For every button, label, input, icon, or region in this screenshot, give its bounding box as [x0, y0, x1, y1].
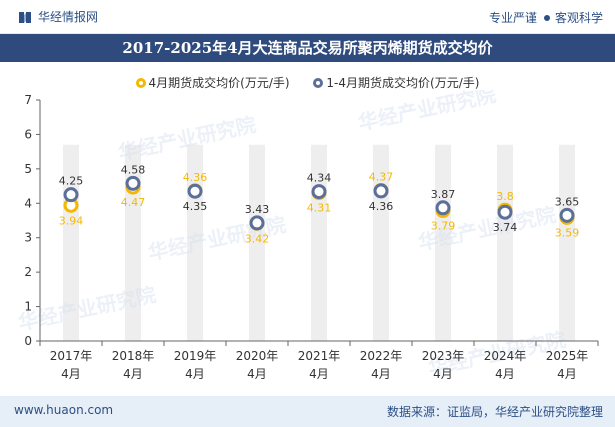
data-label-jan-apr: 4.58: [121, 163, 146, 176]
brand: 华经情报网: [18, 8, 98, 25]
x-tick-label-month: 4月: [495, 367, 515, 381]
y-tick-label: 4: [24, 196, 32, 210]
x-tick-label-year: 2018年: [112, 349, 155, 363]
x-tick-label-month: 4月: [61, 367, 81, 381]
x-tick-label-month: 4月: [309, 367, 329, 381]
legend: 4月期货成交均价(万元/手) 1-4月期货成交均价(万元/手): [0, 74, 615, 91]
brand-logo-icon: [19, 11, 31, 23]
category-column: [559, 144, 575, 341]
data-label-jan-apr: 4.25: [59, 175, 84, 188]
data-label-april: 4.37: [369, 171, 394, 184]
footer-website: www.huaon.com: [14, 403, 114, 417]
x-tick-label-year: 2021年: [298, 349, 341, 363]
point-jan-apr: [435, 200, 451, 216]
slogan-dot-icon: [543, 15, 550, 21]
legend-label-jan-apr: 1-4月期货成交均价(万元/手): [326, 76, 480, 90]
data-label-april: 4.47: [121, 196, 146, 209]
x-tick-label-year: 2023年: [422, 349, 465, 363]
top-bar: 华经情报网 专业严谨 客观科学: [0, 0, 615, 34]
x-tick-label-month: 4月: [557, 367, 577, 381]
legend-circle-icon: [135, 77, 146, 88]
data-label-jan-apr: 3.43: [245, 203, 270, 216]
x-tick-label-month: 4月: [185, 367, 205, 381]
brand-name: 华经情报网: [38, 10, 99, 24]
y-tick-label: 1: [24, 300, 32, 314]
point-jan-apr: [311, 184, 327, 200]
point-jan-apr: [497, 204, 513, 220]
x-tick-label-year: 2022年: [360, 349, 403, 363]
data-label-april: 3.59: [555, 226, 580, 239]
legend-item-april: 4月期货成交均价(万元/手): [135, 74, 290, 91]
y-tick-label: 0: [24, 334, 32, 348]
x-tick-label-year: 2020年: [236, 349, 279, 363]
slogan: 专业严谨 客观科学: [489, 9, 603, 26]
data-label-jan-apr: 3.74: [493, 221, 518, 234]
footer-source: 数据来源：证监局，华经产业研究院整理: [386, 405, 603, 419]
point-jan-apr: [187, 183, 203, 199]
point-jan-apr: [249, 215, 265, 231]
slogan-left: 专业严谨: [488, 11, 537, 25]
data-label-jan-apr: 4.35: [183, 200, 208, 213]
y-tick-label: 5: [24, 162, 32, 176]
data-label-april: 3.42: [245, 232, 270, 245]
point-jan-apr: [63, 187, 79, 203]
x-tick-label-month: 4月: [123, 367, 143, 381]
data-label-april: 4.31: [307, 202, 332, 215]
x-tick-label-month: 4月: [247, 367, 267, 381]
data-label-jan-apr: 3.65: [555, 195, 580, 208]
legend-item-jan-apr: 1-4月期货成交均价(万元/手): [313, 74, 479, 91]
category-column: [125, 144, 141, 341]
point-jan-apr: [125, 175, 141, 191]
data-label-april: 4.36: [183, 171, 208, 184]
data-label-jan-apr: 4.36: [369, 200, 394, 213]
point-jan-apr: [373, 183, 389, 199]
slogan-right: 客观科学: [554, 11, 603, 25]
x-tick-label-year: 2024年: [484, 349, 527, 363]
point-jan-apr: [559, 207, 575, 223]
x-tick-label-year: 2025年: [546, 349, 589, 363]
y-tick-label: 3: [24, 231, 32, 245]
x-tick-label-year: 2019年: [174, 349, 217, 363]
x-tick-label-month: 4月: [371, 367, 391, 381]
y-tick-label: 6: [24, 127, 32, 141]
data-label-jan-apr: 4.34: [307, 172, 332, 185]
data-label-jan-apr: 3.87: [431, 188, 456, 201]
legend-label-april: 4月期货成交均价(万元/手): [148, 76, 290, 90]
chart-title: 2017-2025年4月大连商品交易所聚丙烯期货成交均价: [0, 34, 615, 62]
legend-circle-icon: [313, 77, 324, 88]
y-tick-label: 2: [24, 265, 32, 279]
watermark-text: 华经产业研究院: [356, 90, 498, 135]
footer: www.huaon.com 数据来源：证监局，华经产业研究院整理: [0, 396, 615, 427]
x-tick-label-year: 2017年: [50, 349, 93, 363]
category-column: [497, 144, 513, 341]
data-label-april: 3.79: [431, 220, 456, 233]
category-column: [435, 144, 451, 341]
x-tick-label-month: 4月: [433, 367, 453, 381]
data-label-april: 3.8: [496, 190, 514, 203]
data-label-april: 3.94: [59, 214, 84, 227]
y-tick-label: 7: [24, 93, 32, 107]
category-column: [249, 144, 265, 341]
